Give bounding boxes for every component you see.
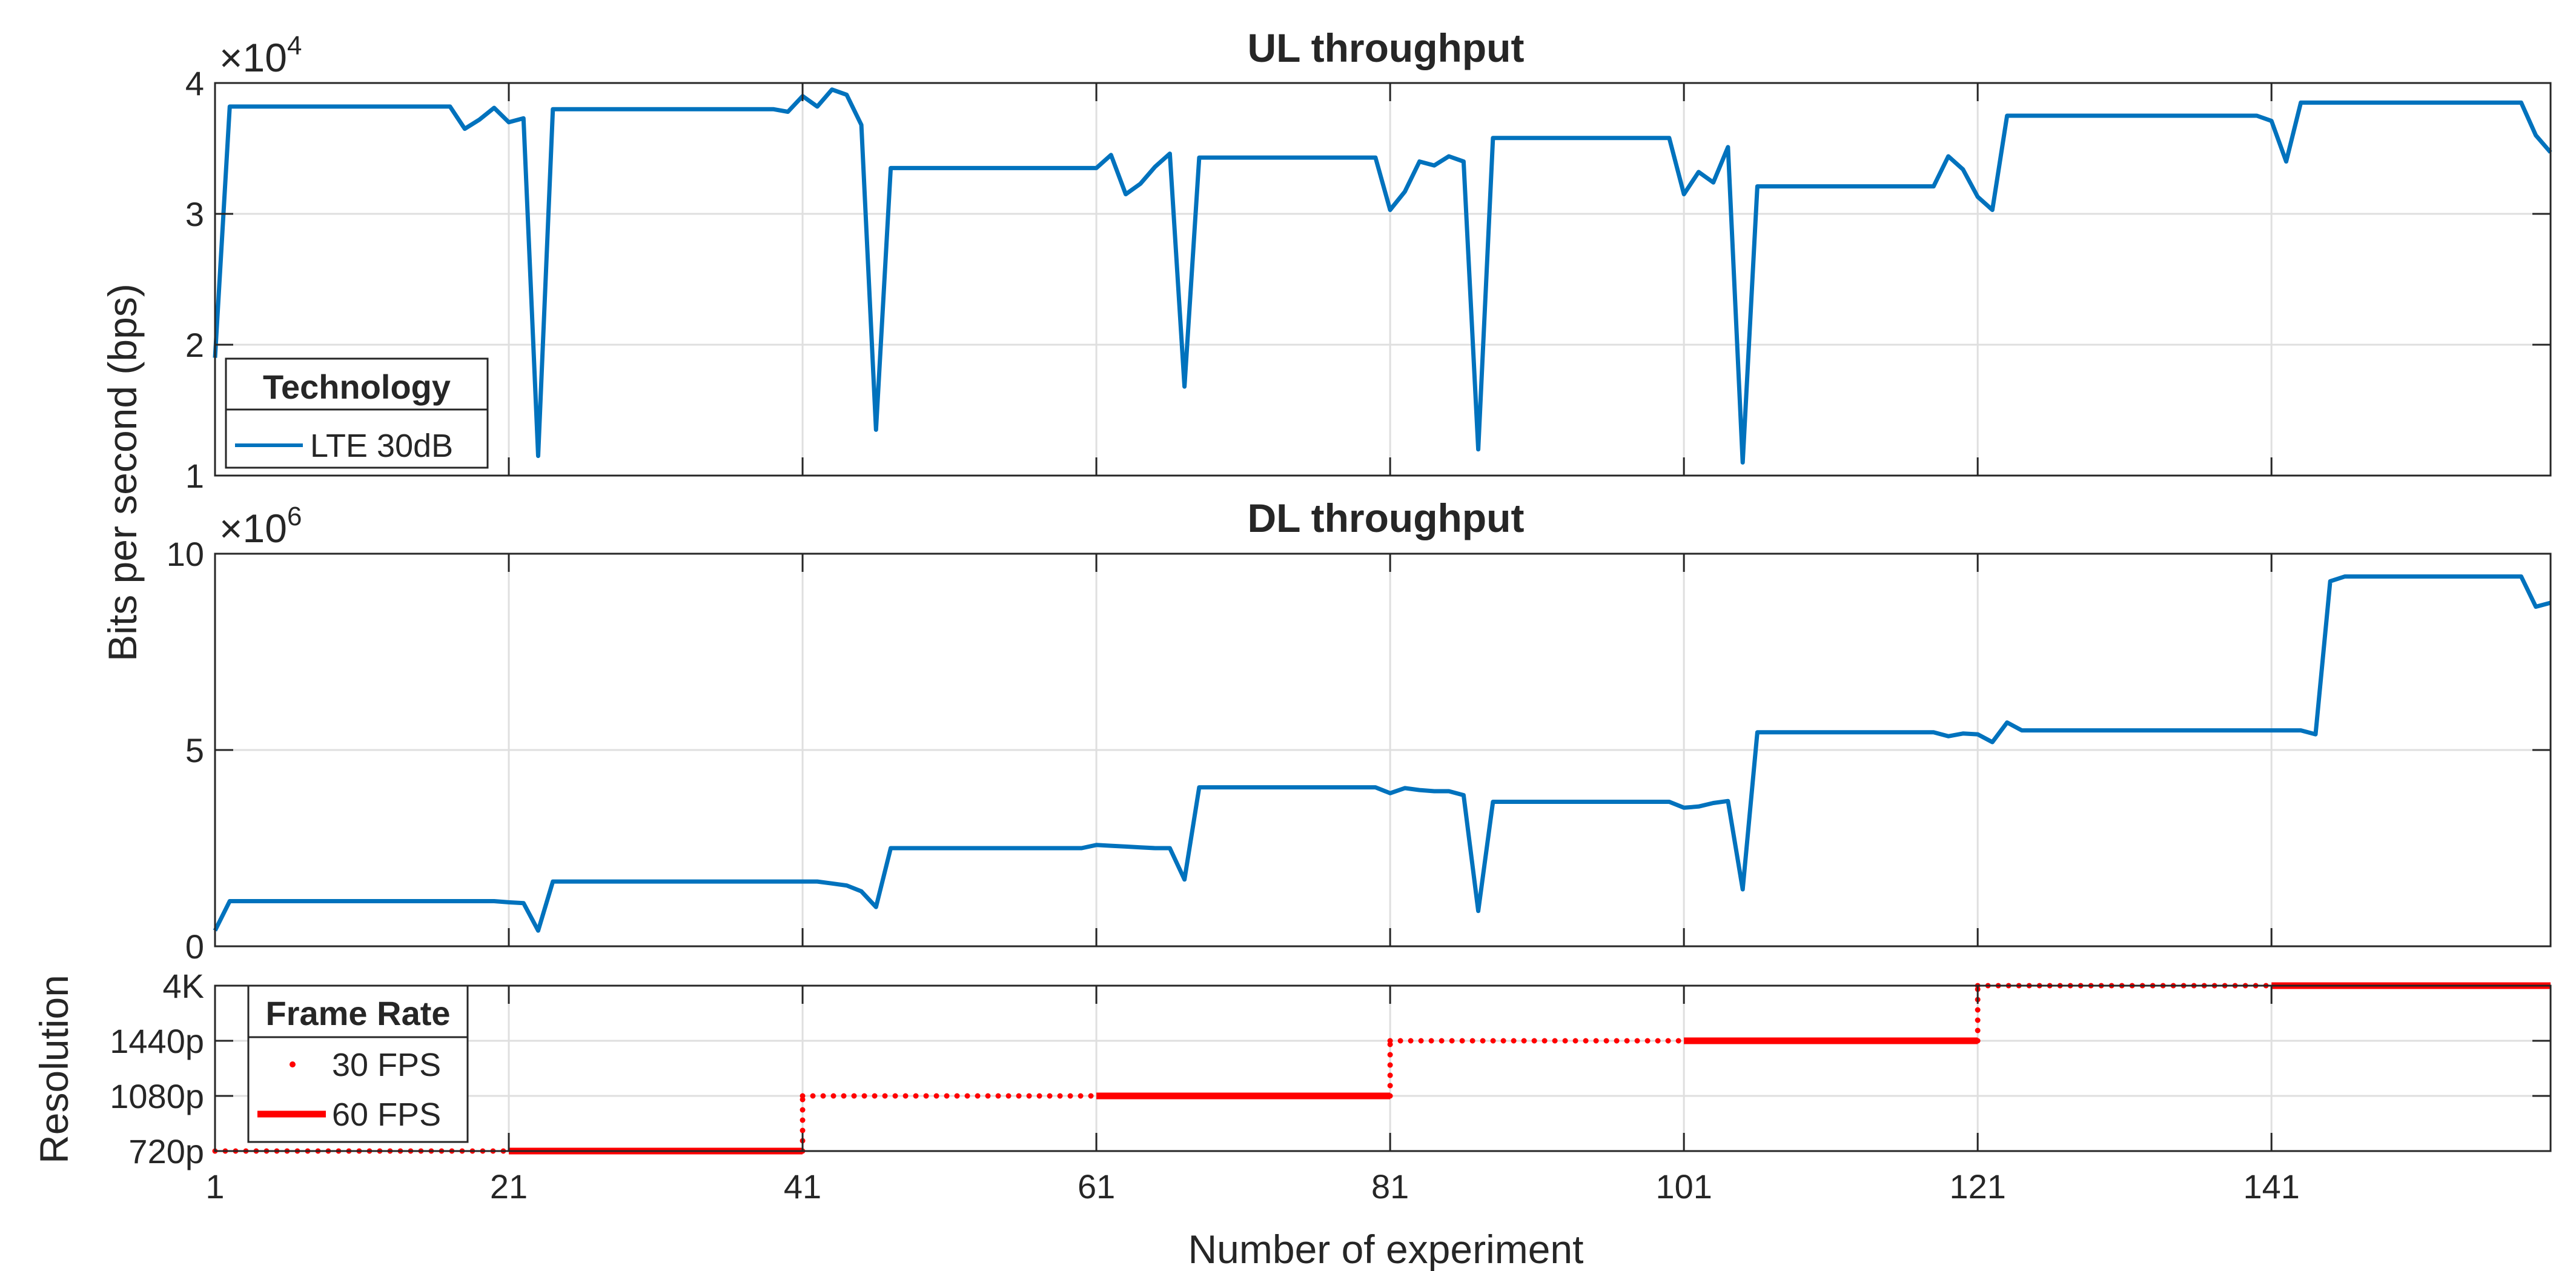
x-tick-label: 101: [1655, 1167, 1712, 1206]
ul-chart-title: UL throughput: [1248, 25, 1525, 70]
x-tick-label: 61: [1078, 1167, 1115, 1206]
dl-chart-title: DL throughput: [1248, 496, 1525, 540]
dl-y-tick-label: 10: [167, 535, 204, 573]
dl-y-tick-label: 5: [185, 731, 204, 769]
y-axis-label: Bits per second (bps): [100, 284, 145, 662]
res-y-tick-label: 4K: [163, 967, 205, 1005]
frame-rate-legend-title: Frame Rate: [265, 994, 450, 1032]
dl-y-tick-label: 0: [185, 928, 204, 966]
legend-marker-30fps: [290, 1061, 296, 1067]
ul-legend: Technology LTE 30dB: [225, 357, 489, 469]
x-tick-label: 81: [1371, 1167, 1409, 1206]
ul-y-tick-label: 3: [185, 195, 204, 233]
x-axis-label: Number of experiment: [1188, 1227, 1584, 1271]
resolution-y-label: Resolution: [31, 975, 76, 1164]
ul-series-line: [213, 87, 2552, 465]
x-tick-label: 141: [2243, 1167, 2300, 1206]
ul-y-tick-label: 2: [185, 326, 204, 364]
res-y-tick-label: 1440p: [110, 1022, 204, 1060]
ul-legend-entry-lte: LTE 30dB: [310, 428, 453, 464]
x-tick-label: 21: [490, 1167, 528, 1206]
x-tick-label: 121: [1949, 1167, 2005, 1206]
frame-rate-legend: Frame Rate 30 FPS 60 FPS: [247, 984, 469, 1143]
ul-legend-title: Technology: [263, 368, 451, 406]
x-tick-label: 41: [784, 1167, 821, 1206]
legend-entry-30fps: 30 FPS: [332, 1047, 441, 1083]
legend-entry-60fps: 60 FPS: [332, 1097, 441, 1133]
res-y-tick-label: 1080p: [110, 1077, 204, 1115]
x-tick-label: 1: [205, 1167, 224, 1206]
dl-series-line: [213, 574, 2551, 933]
ul-y-tick-label: 1: [185, 457, 204, 495]
ul-y-tick-label: 4: [185, 64, 204, 102]
res-y-tick-label: 720p: [128, 1132, 204, 1170]
